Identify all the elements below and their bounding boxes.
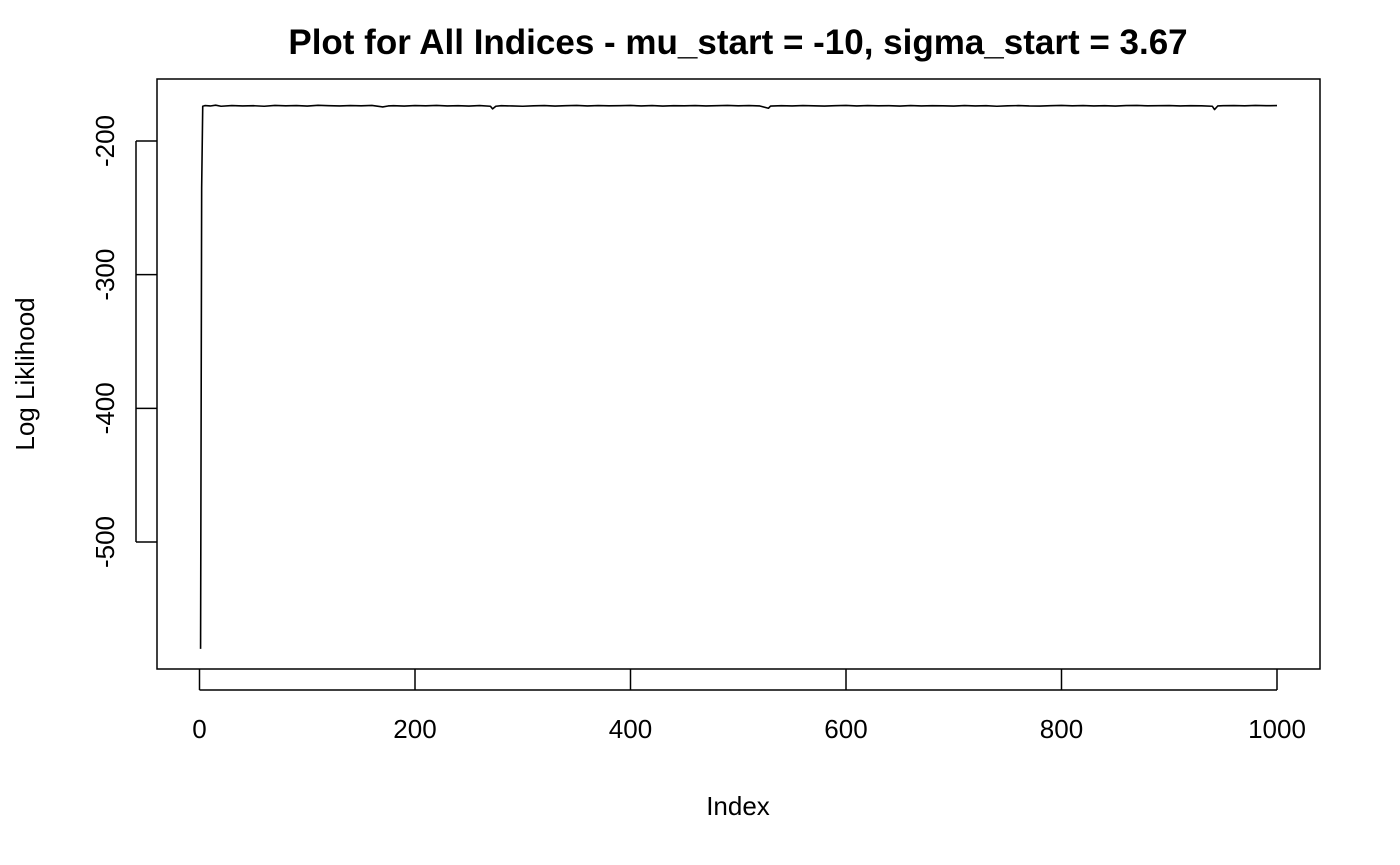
- x-tick-label: 600: [824, 714, 867, 744]
- x-tick-label: 0: [192, 714, 206, 744]
- chart-title: Plot for All Indices - mu_start = -10, s…: [288, 23, 1187, 62]
- y-tick-label: -300: [90, 249, 120, 301]
- x-tick-label: 400: [609, 714, 652, 744]
- plot-frame: [156, 78, 1321, 670]
- y-axis: -200 -300 -400 -500: [90, 115, 157, 568]
- x-tick-label: 1000: [1248, 714, 1306, 744]
- y-tick-label: -200: [90, 115, 120, 167]
- y-tick-label: -400: [90, 382, 120, 434]
- y-axis-label: Log Liklihood: [10, 297, 40, 450]
- y-tick-label: -500: [90, 516, 120, 568]
- x-tick-label: 200: [393, 714, 436, 744]
- x-axis-label: Index: [706, 791, 770, 821]
- x-axis: 0 200 400 600 800 1000: [192, 669, 1306, 744]
- x-tick-label: 800: [1040, 714, 1083, 744]
- series-line: [199, 104, 1278, 649]
